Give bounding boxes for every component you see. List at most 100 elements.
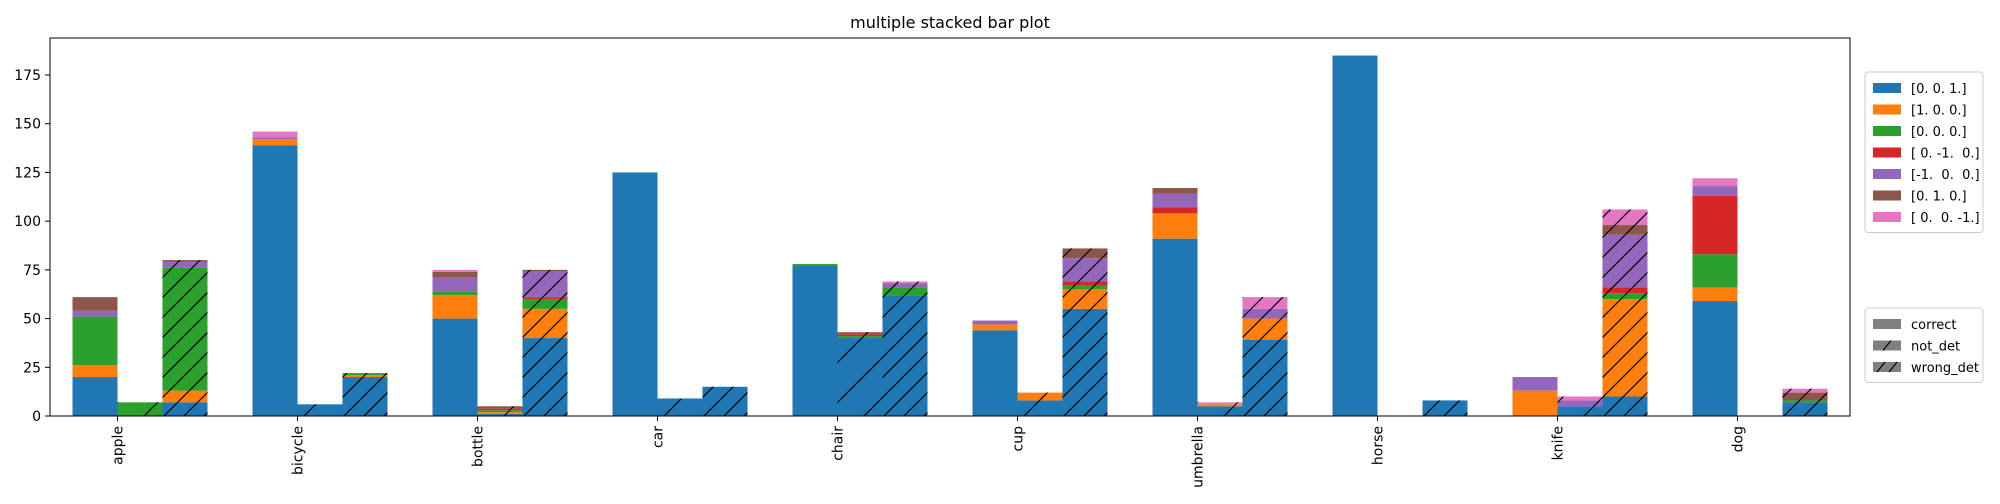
bar-hatch-umbrella-wrong_det-1	[1242, 318, 1288, 341]
bar-hatch-bottle-not_det-2	[477, 410, 523, 413]
bar-segment-dog-correct-2	[1692, 254, 1738, 288]
bar-hatch-chair-wrong_det-0	[882, 295, 928, 416]
bar-hatch-bicycle-wrong_det-0	[342, 377, 388, 416]
bar-hatch-bottle-wrong_det-4	[522, 271, 568, 298]
bar-hatch-knife-wrong_det-0	[1602, 396, 1648, 416]
bar-hatch-cup-wrong_det-2	[1062, 285, 1108, 290]
bar-segment-bicycle-correct-6	[252, 131, 298, 138]
bar-hatch-chair-wrong_det-6	[882, 281, 928, 284]
legend-label-1: [1. 0. 0.]	[1911, 104, 1967, 119]
legend-group-swatch-correct	[1873, 319, 1901, 329]
bar-hatch-bottle-wrong_det-3	[522, 297, 568, 300]
bar-hatch-bottle-wrong_det-2	[522, 299, 568, 309]
bar-segment-apple-correct-1	[72, 365, 118, 378]
bar-hatch-chair-wrong_det-4	[882, 283, 928, 288]
bar-segment-bottle-correct-0	[432, 318, 478, 416]
bar-segment-chair-correct-2	[792, 264, 838, 266]
bar-hatch-knife-wrong_det-4	[1602, 234, 1648, 288]
y-tick-label: 150	[14, 117, 41, 133]
bar-segment-chair-correct-0	[792, 265, 838, 416]
legend-swatch-1	[1873, 104, 1901, 115]
legend-group-hatch-not_det	[1882, 340, 1892, 351]
bar-segment-bottle-correct-5	[432, 271, 478, 278]
bar-segment-knife-correct-1	[1512, 390, 1558, 416]
bar-segment-bottle-correct-1	[432, 295, 478, 319]
legend-group-label-correct: correct	[1911, 318, 1957, 333]
bar-segment-umbrella-correct-1	[1152, 213, 1198, 239]
x-tick-label-cup: cup	[1011, 426, 1027, 452]
bar-segment-dog-correct-6	[1692, 178, 1738, 187]
plot-frame	[49, 37, 1851, 417]
legend-group-swatch-wrong_det	[1873, 362, 1901, 372]
bar-hatch-dog-wrong_det-0	[1782, 402, 1828, 416]
bar-hatch-bottle-not_det-5	[477, 406, 523, 409]
bar-hatch-bottle-wrong_det-5	[522, 269, 568, 272]
bar-hatch-knife-wrong_det-1	[1602, 299, 1648, 397]
legend-label-2: [0. 0. 0.]	[1911, 125, 1967, 140]
bar-hatch-car-not_det-0	[657, 398, 703, 416]
bar-hatch-umbrella-wrong_det-4	[1242, 308, 1288, 319]
bar-hatch-apple-wrong_det-1	[162, 390, 208, 403]
bar-segment-bottle-correct-2	[432, 291, 478, 296]
x-tick-label-bottle: bottle	[471, 426, 487, 467]
bar-segment-bottle-correct-6	[432, 269, 478, 272]
bar-segment-cup-correct-4	[972, 320, 1018, 325]
legend-swatch-4	[1873, 169, 1901, 179]
bar-hatch-dog-wrong_det-6	[1782, 388, 1828, 393]
bar-hatch-knife-wrong_det-5	[1602, 225, 1648, 235]
bar-hatch-bottle-wrong_det-0	[522, 338, 568, 416]
bar-hatch-apple-wrong_det-4	[162, 262, 208, 268]
x-tick-label-apple: apple	[111, 426, 127, 465]
bar-segment-umbrella-correct-5	[1152, 188, 1198, 194]
bar-hatch-horse-wrong_det-0	[1422, 400, 1468, 416]
legend-swatch-2	[1873, 126, 1901, 136]
bar-segment-apple-correct-0	[72, 377, 118, 416]
bar-hatch-knife-wrong_det-6	[1602, 209, 1648, 226]
legend-swatch-6	[1873, 212, 1901, 222]
bar-segment-dog-correct-1	[1692, 287, 1738, 302]
bar-hatch-bottle-not_det-1	[477, 412, 523, 415]
legend-label-6: [ 0. 0. -1.]	[1911, 211, 1980, 226]
y-tick-label: 0	[32, 409, 41, 425]
bar-segment-cup-correct-0	[972, 330, 1018, 416]
bar-hatch-knife-wrong_det-2	[1602, 293, 1648, 300]
y-tick-label: 100	[14, 214, 41, 230]
legend-group-hatch-b-wrong_det	[1888, 361, 1898, 373]
bar-hatch-chair-wrong_det-2	[882, 287, 928, 296]
legend-swatch-0	[1873, 83, 1901, 93]
bar-segment-umbrella-correct-3	[1152, 207, 1198, 214]
bar-hatch-cup-wrong_det-5	[1062, 248, 1108, 259]
bar-hatch-apple-wrong_det-0	[162, 402, 208, 416]
bar-segment-dog-correct-4	[1692, 186, 1738, 196]
bar-segment-apple-correct-2	[72, 316, 118, 366]
legend-swatch-5	[1873, 190, 1901, 201]
bar-hatch-chair-not_det-0	[837, 338, 883, 416]
bar-hatch-cup-not_det-1	[1017, 392, 1063, 401]
bar-segment-bicycle-correct-1	[252, 139, 298, 146]
x-tick-label-car: car	[651, 426, 667, 448]
y-tick-label: 75	[23, 263, 41, 279]
bar-hatch-cup-wrong_det-0	[1062, 308, 1108, 416]
bar-hatch-apple-not_det-2	[117, 402, 163, 416]
bar-hatch-knife-wrong_det-3	[1602, 287, 1648, 294]
chart-title: multiple stacked bar plot	[850, 13, 1050, 32]
bar-hatch-bicycle-wrong_det-1	[342, 375, 388, 378]
bar-hatch-bicycle-not_det-0	[297, 404, 343, 416]
legend-label-0: [0. 0. 1.]	[1911, 82, 1967, 97]
x-tick-label-bicycle: bicycle	[291, 426, 307, 475]
bar-segment-umbrella-correct-0	[1152, 238, 1198, 416]
legend-swatch-3	[1873, 147, 1901, 158]
bar-hatch-knife-not_det-0	[1557, 406, 1603, 416]
bar-hatch-dog-wrong_det-5	[1782, 392, 1828, 401]
x-tick-label-knife: knife	[1551, 426, 1567, 460]
x-tick-label-dog: dog	[1731, 426, 1747, 452]
bar-hatch-cup-not_det-0	[1017, 400, 1063, 416]
bar-hatch-cup-wrong_det-1	[1062, 289, 1108, 309]
y-tick-label: 125	[14, 165, 41, 181]
legend-label-5: [0. 1. 0.]	[1911, 190, 1967, 205]
bar-segment-car-correct-0	[612, 172, 658, 416]
bar-hatch-cup-wrong_det-3	[1062, 281, 1108, 286]
y-tick-label: 25	[23, 360, 41, 376]
bar-hatch-knife-not_det-6	[1557, 396, 1603, 401]
